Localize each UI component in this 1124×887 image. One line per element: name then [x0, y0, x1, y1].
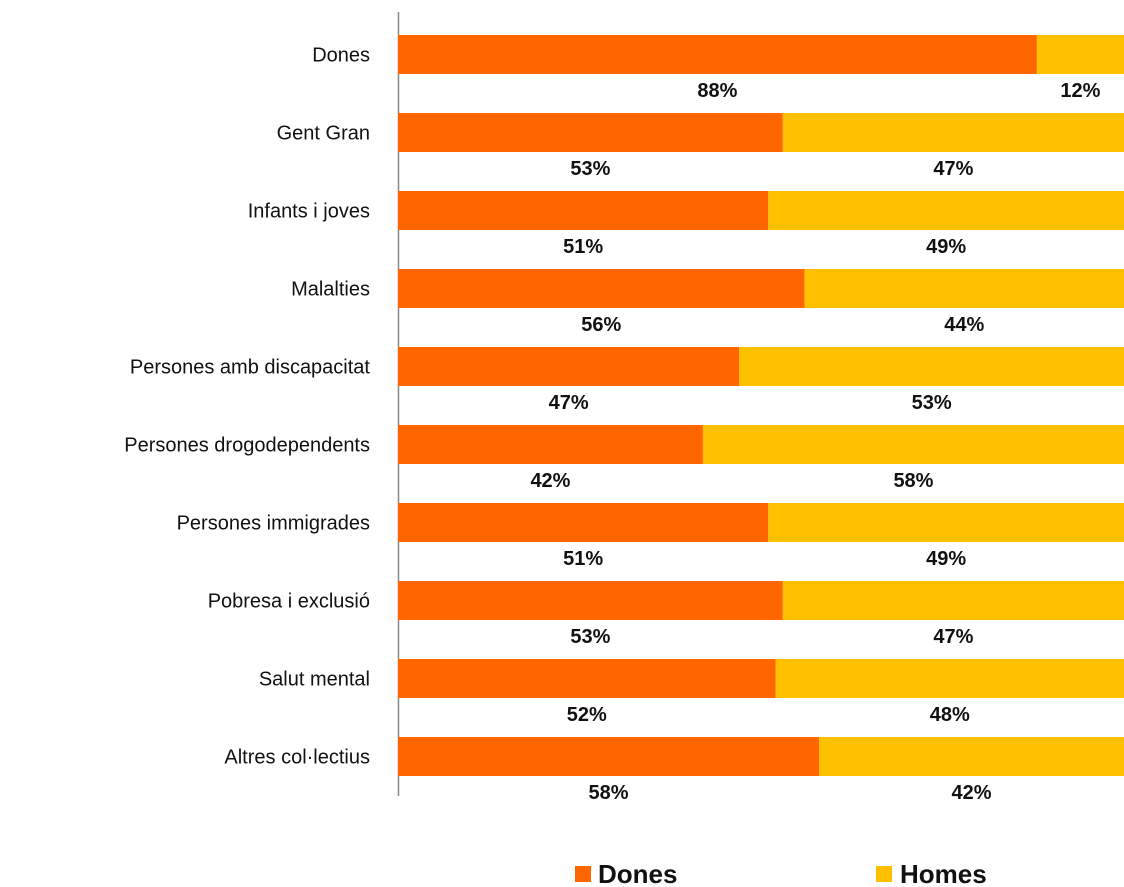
bar-homes — [782, 113, 1124, 152]
data-label-dones: 42% — [530, 470, 570, 492]
bar-dones — [398, 425, 703, 464]
legend: Dones Homes — [575, 859, 987, 887]
bar-dones — [398, 737, 820, 776]
bar-homes — [768, 503, 1124, 542]
legend-label-dones: Dones — [598, 859, 677, 887]
bar-dones — [398, 503, 769, 542]
data-label-homes: 44% — [944, 314, 984, 336]
bar-homes — [1036, 35, 1124, 74]
data-label-homes: 47% — [933, 626, 973, 648]
bar-dones — [398, 347, 740, 386]
category-label: Salut mental — [259, 669, 370, 691]
data-labels: 88% 12% 53% 47% 51% 49% 56% 44% 47% 53% 42% 58% 51% 4… — [530, 80, 1100, 804]
bar-homes — [739, 347, 1124, 386]
category-label: Gent Gran — [277, 123, 370, 145]
bar-dones — [398, 113, 783, 152]
category-label: Dones — [312, 45, 370, 67]
data-label-homes: 49% — [926, 236, 966, 258]
data-label-dones: 56% — [581, 314, 621, 336]
data-label-dones: 53% — [570, 626, 610, 648]
data-label-homes: 48% — [930, 704, 970, 726]
data-label-homes: 47% — [933, 158, 973, 180]
bar-dones — [398, 191, 769, 230]
data-label-dones: 58% — [589, 782, 629, 804]
bars — [398, 35, 1124, 776]
bar-homes — [702, 425, 1124, 464]
category-label: Altres col·lectius — [224, 747, 370, 769]
data-label-homes: 12% — [1060, 80, 1100, 102]
legend-swatch-homes — [876, 866, 892, 882]
legend-label-homes: Homes — [900, 859, 987, 887]
bar-homes — [768, 191, 1124, 230]
bar-dones — [398, 581, 783, 620]
data-label-dones: 52% — [567, 704, 607, 726]
data-label-homes: 42% — [952, 782, 992, 804]
category-label: Pobresa i exclusió — [208, 591, 370, 613]
bar-homes — [775, 659, 1124, 698]
category-label: Persones drogodependents — [124, 435, 370, 457]
data-label-dones: 88% — [697, 80, 737, 102]
bar-homes — [804, 269, 1124, 308]
legend-swatch-dones — [575, 866, 591, 882]
data-label-dones: 51% — [563, 236, 603, 258]
category-label: Persones amb discapacitat — [130, 357, 371, 379]
bar-dones — [398, 659, 776, 698]
data-label-homes: 53% — [912, 392, 952, 414]
bar-dones — [398, 269, 805, 308]
category-label: Persones immigrades — [177, 513, 370, 535]
bar-dones — [398, 35, 1037, 74]
category-label: Malalties — [291, 279, 370, 301]
data-label-dones: 53% — [570, 158, 610, 180]
data-label-homes: 58% — [893, 470, 933, 492]
category-labels: Dones Gent Gran Infants i joves Malalties Pe… — [124, 45, 370, 769]
bar-homes — [782, 581, 1124, 620]
category-label: Infants i joves — [248, 201, 370, 223]
data-label-dones: 47% — [549, 392, 589, 414]
data-label-homes: 49% — [926, 548, 966, 570]
bar-homes — [819, 737, 1124, 776]
data-label-dones: 51% — [563, 548, 603, 570]
